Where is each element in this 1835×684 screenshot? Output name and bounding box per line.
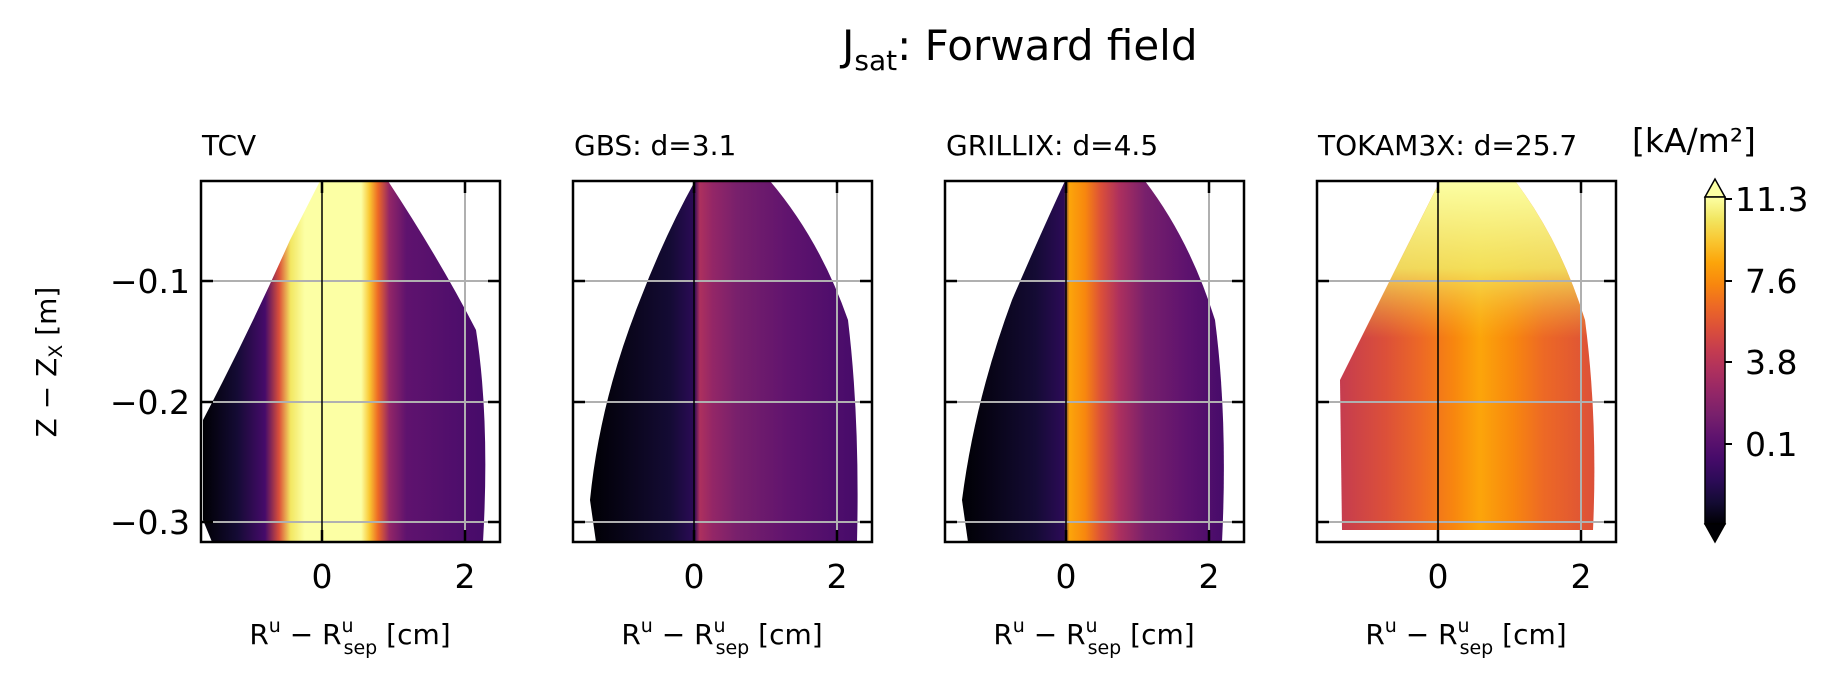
x-tick-label: 2 [827,557,848,596]
colorbar-label: [kA/m²] [1632,121,1756,160]
x-tick-label: 0 [1056,557,1077,596]
heatmap-highlight-tokam3x [1340,181,1595,530]
panel-tokam3x: 0 2 Ru − Ru sep [cm] [1315,179,1618,659]
panel-title-tcv: TCV [201,129,256,162]
panel-gbs: 0 2 Ru − Ru sep [cm] [571,179,874,659]
colorbar-tick-label: 0.1 [1745,425,1797,464]
colorbar-extend-bottom [1703,523,1727,544]
y-axis-label: Z − ZX [m] [30,287,67,438]
colorbar-tick-label: 3.8 [1745,343,1797,382]
panel-title-grillix: GRILLIX: d=4.5 [946,129,1158,162]
x-tick-label: 0 [684,557,705,596]
y-tick-label: −0.3 [110,503,190,542]
y-tick-label: −0.1 [110,262,190,301]
x-tick-label: 2 [455,557,476,596]
axes-frame-tcv [199,179,502,544]
heatmap-region-grillix [962,181,1224,542]
x-axis-label: Ru − Ru sep [cm] [249,615,450,659]
panel-title-tokam3x: TOKAM3X: d=25.7 [1317,129,1577,162]
colorbar-tick-label: 11.3 [1735,180,1808,219]
x-axis-label: Ru − Ru sep [cm] [1365,615,1566,659]
x-tick-label: 2 [1199,557,1220,596]
panel-tcv: −0.1 −0.2 −0.3 0 2 Ru − Ru sep [cm] [110,179,502,659]
axes-frame-grillix [943,179,1246,544]
x-axis-label: Ru − Ru sep [cm] [621,615,822,659]
colorbar-extend-top [1703,177,1727,198]
y-tick-label: −0.2 [110,383,190,422]
x-tick-label: 0 [312,557,333,596]
colorbar: 11.3 7.6 3.8 0.1 [1703,177,1808,544]
axes-frame-tokam3x [1315,179,1618,544]
panel-grillix: 0 2 Ru − Ru sep [cm] [943,179,1246,659]
axes-frame-gbs [571,179,874,544]
x-tick-label: 0 [1428,557,1449,596]
colorbar-body [1704,196,1726,525]
x-axis-label: Ru − Ru sep [cm] [993,615,1194,659]
colorbar-tick-label: 7.6 [1745,262,1797,301]
x-tick-label: 2 [1571,557,1592,596]
heatmap-region-gbs [590,181,858,542]
heatmap-region-tcv [203,181,486,542]
figure-title: Jsat: Forward field [839,21,1198,77]
panel-title-gbs: GBS: d=3.1 [574,129,736,162]
